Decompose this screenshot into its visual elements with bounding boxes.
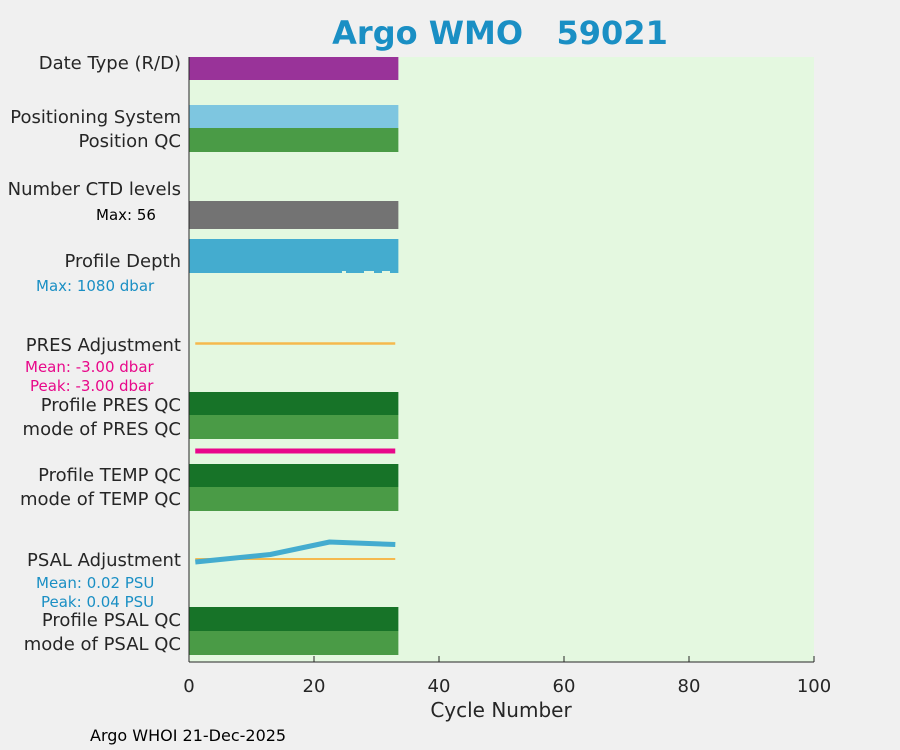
bar-mode-pres-qc [189,415,399,439]
x-ticks: 0 20 40 60 80 100 [183,656,831,697]
note-ctd-max: Max: 56 [96,206,156,224]
plot-area [189,57,814,662]
chart-title: Argo WMO 59021 [332,14,668,52]
bar-ctd-levels [189,201,399,229]
note-pres-peak: Peak: -3.00 dbar [30,377,154,395]
row-label-profile-temp-qc: Profile TEMP QC [38,465,181,486]
depth-notch-0 [342,271,346,273]
x-tick-label-60: 60 [553,676,576,697]
x-tick-label-80: 80 [678,676,701,697]
row-label-mode-psal-qc: mode of PSAL QC [24,634,181,655]
row-label-profile-pres-qc: Profile PRES QC [41,395,181,416]
x-axis-label: Cycle Number [430,698,572,722]
note-psal-peak: Peak: 0.04 PSU [41,593,154,611]
x-tick-label-40: 40 [428,676,451,697]
row-label-position-qc: Position QC [78,131,181,152]
row-label-mode-pres-qc: mode of PRES QC [23,419,181,440]
row-notes: Max: 56 Max: 1080 dbar Mean: -3.00 dbar … [25,206,156,611]
row-label-number-ctd-levels: Number CTD levels [8,179,181,200]
depth-notch-2 [382,271,390,273]
row-label-profile-psal-qc: Profile PSAL QC [42,610,181,631]
x-axis: 0 20 40 60 80 100 Cycle Number [183,57,831,722]
row-label-psal-adjustment: PSAL Adjustment [27,550,181,571]
bar-profile-depth [189,239,399,273]
note-depth-max: Max: 1080 dbar [36,277,155,295]
x-tick-label-20: 20 [303,676,326,697]
bar-profile-pres-qc [189,392,399,415]
note-psal-mean: Mean: 0.02 PSU [36,574,154,592]
bar-profile-psal-qc [189,607,399,631]
bar-position-qc [189,128,399,152]
row-label-date-type: Date Type (R/D) [39,53,181,74]
chart-marks [189,57,399,655]
bar-date-type [189,57,399,80]
x-tick-label-100: 100 [797,676,831,697]
psal-adjustment-curve [195,539,396,565]
note-pres-mean: Mean: -3.00 dbar [25,358,155,376]
depth-notch-1 [364,271,374,273]
bar-mode-temp-qc [189,487,399,511]
footer-text: Argo WHOI 21-Dec-2025 [90,726,286,745]
x-tick-label-0: 0 [183,676,194,697]
row-label-profile-depth: Profile Depth [64,251,181,272]
bar-positioning-system [189,105,399,128]
row-label-positioning-system: Positioning System [10,107,181,128]
bar-profile-temp-qc [189,464,399,487]
row-labels: Date Type (R/D) Positioning System Posit… [8,53,181,655]
bar-mode-psal-qc [189,631,399,655]
row-label-pres-adjustment: PRES Adjustment [26,335,181,356]
row-label-mode-temp-qc: mode of TEMP QC [20,489,181,510]
